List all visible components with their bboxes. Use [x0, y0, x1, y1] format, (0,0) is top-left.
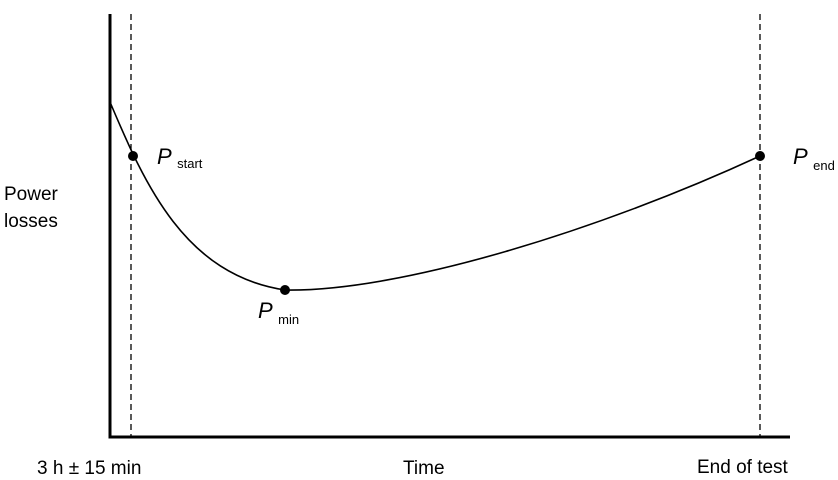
point-start-label: P start [157, 144, 203, 171]
point-min-label: P min [258, 298, 299, 327]
point-min-symbol: P [258, 298, 273, 323]
point-start-marker [128, 151, 138, 161]
point-end-subscript: end [813, 158, 835, 173]
point-start-symbol: P [157, 144, 172, 169]
point-end-symbol: P [793, 144, 808, 169]
x-tick-start-label: 3 h ± 15 min [37, 458, 141, 479]
x-axis-label: Time [403, 458, 445, 479]
power-losses-curve [109, 101, 761, 291]
point-end-label: P end [793, 144, 835, 173]
y-axis-label-line1: Power [4, 184, 59, 205]
point-start-subscript: start [177, 156, 203, 171]
point-min-marker [280, 285, 290, 295]
y-axis-label-line2: losses [4, 211, 58, 232]
point-end-marker [755, 151, 765, 161]
x-tick-end-label: End of test [697, 457, 789, 478]
point-min-subscript: min [278, 312, 299, 327]
